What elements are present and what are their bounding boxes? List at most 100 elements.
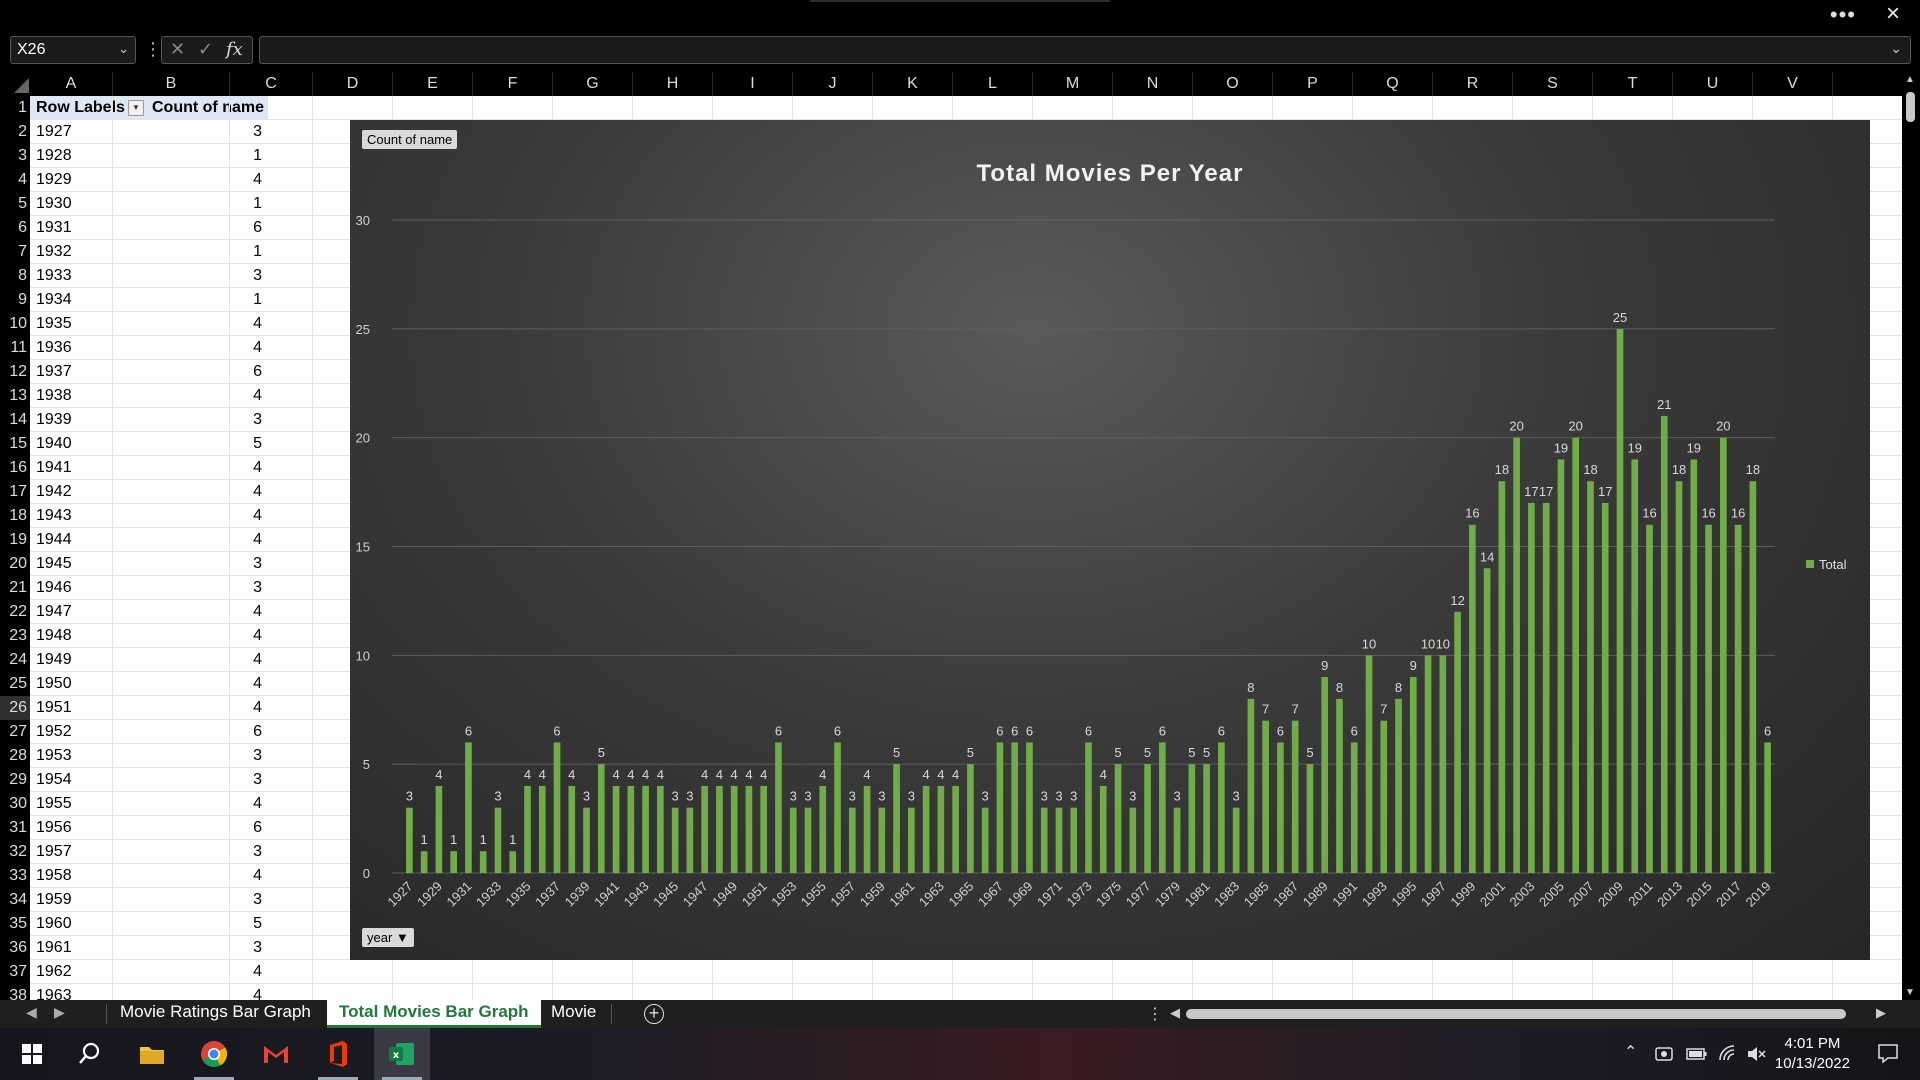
pivot-row[interactable]: 1958 4 <box>30 864 268 888</box>
row-header[interactable]: 22 <box>9 603 27 620</box>
pivot-count-cell[interactable]: 3 <box>253 747 262 764</box>
pivot-row[interactable]: 1930 1 <box>30 192 268 216</box>
pivot-row[interactable]: 1959 3 <box>30 888 268 912</box>
pivot-count-header[interactable]: Count of name <box>152 99 264 116</box>
pivot-row[interactable]: 1954 3 <box>30 768 268 792</box>
enter-icon[interactable]: ✓ <box>198 39 214 59</box>
pivot-row[interactable]: 1943 4 <box>30 504 268 528</box>
pivot-row[interactable]: 1949 4 <box>30 648 268 672</box>
column-header[interactable]: N <box>1113 72 1193 96</box>
row-header[interactable]: 6 <box>18 219 27 236</box>
pivot-count-cell[interactable]: 1 <box>253 291 262 308</box>
pivot-year-cell[interactable]: 1927 <box>36 123 72 140</box>
column-header[interactable]: O <box>1193 72 1273 96</box>
pivot-count-cell[interactable]: 6 <box>253 219 262 236</box>
pivot-year-cell[interactable]: 1945 <box>36 555 72 572</box>
pivot-count-cell[interactable]: 3 <box>253 579 262 596</box>
pivot-count-cell[interactable]: 3 <box>253 939 262 956</box>
pivot-count-cell[interactable]: 4 <box>253 171 262 188</box>
pivot-year-cell[interactable]: 1936 <box>36 339 72 356</box>
chevron-up-icon[interactable]: ⌃ <box>1624 1044 1638 1061</box>
pivot-count-cell[interactable]: 4 <box>253 867 262 884</box>
row-header[interactable]: 33 <box>9 867 27 884</box>
axis-field-button[interactable]: year ▼ <box>362 928 414 947</box>
expand-formula-chevron-icon[interactable]: ⌄ <box>1890 40 1902 56</box>
pivot-row[interactable]: 1931 6 <box>30 216 268 240</box>
pivot-row[interactable]: 1951 4 <box>30 696 268 720</box>
pivot-year-cell[interactable]: 1937 <box>36 363 72 380</box>
gmail-icon[interactable] <box>258 1036 294 1072</box>
row-header[interactable]: 7 <box>18 243 27 260</box>
pivot-year-cell[interactable]: 1963 <box>36 987 72 1000</box>
pivot-year-cell[interactable]: 1941 <box>36 459 72 476</box>
pivot-count-cell[interactable]: 5 <box>253 915 262 932</box>
pivot-row-labels-header[interactable]: Row Labels <box>36 99 125 116</box>
pivot-count-cell[interactable]: 6 <box>253 819 262 836</box>
column-header[interactable]: A <box>30 72 113 96</box>
pivot-row[interactable]: 1956 6 <box>30 816 268 840</box>
pivot-row[interactable]: 1939 3 <box>30 408 268 432</box>
column-header[interactable]: U <box>1673 72 1753 96</box>
column-header[interactable]: E <box>393 72 473 96</box>
pivot-count-cell[interactable]: 4 <box>253 987 262 1000</box>
row-header[interactable]: 23 <box>9 627 27 644</box>
pivot-row[interactable]: 1935 4 <box>30 312 268 336</box>
row-header[interactable]: 14 <box>9 411 27 428</box>
row-header[interactable]: 3 <box>18 147 27 164</box>
pivot-count-cell[interactable]: 4 <box>253 603 262 620</box>
tab-movie-ratings-bar-graph[interactable]: Movie Ratings Bar Graph <box>120 1002 311 1021</box>
pivot-count-cell[interactable]: 4 <box>253 531 262 548</box>
pivot-count-cell[interactable]: 4 <box>253 339 262 356</box>
add-sheet-icon[interactable]: + <box>644 1004 664 1024</box>
pivot-count-cell[interactable]: 4 <box>253 627 262 644</box>
pivot-row[interactable]: 1948 4 <box>30 624 268 648</box>
column-header[interactable]: Q <box>1353 72 1433 96</box>
pivot-count-cell[interactable]: 3 <box>253 123 262 140</box>
pivot-year-cell[interactable]: 1948 <box>36 627 72 644</box>
pivot-year-cell[interactable]: 1928 <box>36 147 72 164</box>
pivot-year-cell[interactable]: 1934 <box>36 291 72 308</box>
column-header[interactable]: K <box>873 72 953 96</box>
pivot-row[interactable]: 1932 1 <box>30 240 268 264</box>
horizontal-scrollbar[interactable]: ◀ ▶ <box>1168 1005 1888 1022</box>
pivot-row[interactable]: 1961 3 <box>30 936 268 960</box>
pivot-row[interactable]: 1940 5 <box>30 432 268 456</box>
pivot-year-cell[interactable]: 1950 <box>36 675 72 692</box>
row-header[interactable]: 35 <box>9 915 27 932</box>
column-header[interactable]: R <box>1433 72 1513 96</box>
pivot-year-cell[interactable]: 1961 <box>36 939 72 956</box>
pivot-year-cell[interactable]: 1959 <box>36 891 72 908</box>
pivot-count-cell[interactable]: 4 <box>253 315 262 332</box>
row-header[interactable]: 2 <box>18 123 27 140</box>
vertical-scroll-thumb[interactable] <box>1906 92 1915 122</box>
row-header[interactable]: 9 <box>18 291 27 308</box>
row-header[interactable]: 1 <box>18 99 27 116</box>
row-header[interactable]: 27 <box>9 723 27 740</box>
tab-total-movies-bar-graph[interactable]: Total Movies Bar Graph <box>327 1000 541 1028</box>
pivot-row[interactable]: 1962 4 <box>30 960 268 984</box>
system-clock[interactable]: 4:01 PM 10/13/2022 <box>1775 1034 1850 1074</box>
insert-function-icon[interactable]: fx <box>226 39 243 60</box>
pivot-year-cell[interactable]: 1942 <box>36 483 72 500</box>
pivot-count-cell[interactable]: 4 <box>253 651 262 668</box>
row-header[interactable]: 34 <box>9 891 27 908</box>
row-header[interactable]: 8 <box>18 267 27 284</box>
pivot-row[interactable]: 1952 6 <box>30 720 268 744</box>
pivot-count-cell[interactable]: 3 <box>253 267 262 284</box>
pivot-count-cell[interactable]: 1 <box>253 147 262 164</box>
chevron-down-icon[interactable]: ⌄ <box>118 41 129 56</box>
pivot-year-cell[interactable]: 1955 <box>36 795 72 812</box>
column-header[interactable]: J <box>793 72 873 96</box>
pivot-count-cell[interactable]: 4 <box>253 459 262 476</box>
row-header[interactable]: 32 <box>9 843 27 860</box>
excel-icon[interactable]: x <box>384 1036 420 1072</box>
row-header[interactable]: 31 <box>9 819 27 836</box>
pivot-count-cell[interactable]: 4 <box>253 675 262 692</box>
row-header[interactable]: 38 <box>9 987 27 1000</box>
pivot-year-cell[interactable]: 1931 <box>36 219 72 236</box>
pivot-count-cell[interactable]: 4 <box>253 507 262 524</box>
pivot-count-cell[interactable]: 4 <box>253 963 262 980</box>
pivot-year-cell[interactable]: 1940 <box>36 435 72 452</box>
pivot-year-cell[interactable]: 1933 <box>36 267 72 284</box>
pivot-count-cell[interactable]: 6 <box>253 363 262 380</box>
